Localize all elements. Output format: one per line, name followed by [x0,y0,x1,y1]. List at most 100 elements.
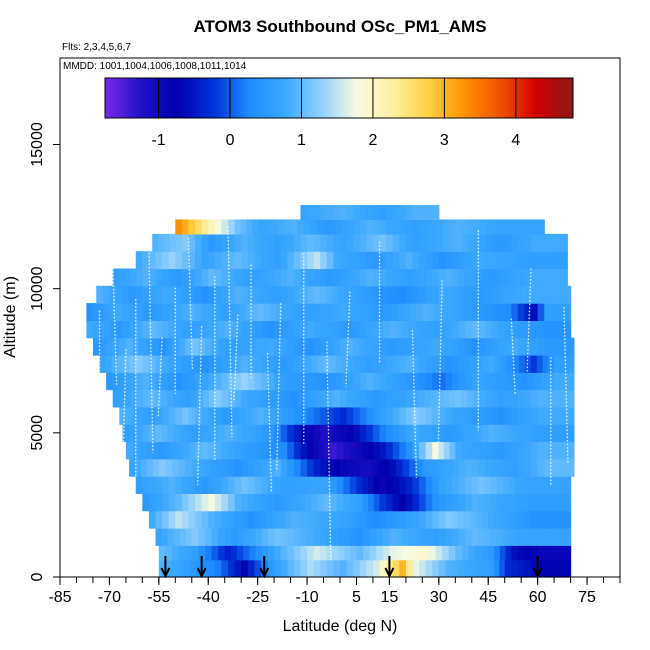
heatmap-cell [511,389,519,408]
heatmap-cell [280,441,288,460]
heatmap-cell [392,372,400,391]
heatmap-cell [251,406,259,425]
heatmap-cell [228,233,236,252]
profile-trace [437,280,443,455]
heatmap-cell [399,372,407,391]
heatmap-cell [329,372,337,391]
heatmap-cell [98,303,105,321]
heatmap-cell [299,476,306,494]
heatmap-cell [293,458,302,477]
heatmap-cell [292,372,300,391]
heatmap-cell [346,205,354,221]
heatmap-cell [500,354,508,373]
heatmap-cell [358,337,366,356]
heatmap-cell [372,372,381,391]
heatmap-cell [268,527,275,546]
heatmap-cell [461,545,470,561]
heatmap-cell [555,424,563,443]
heatmap-cell [335,372,343,391]
heatmap-cell [162,476,170,494]
heatmap-cell [293,251,302,270]
heatmap-cell [494,510,502,529]
heatmap-cell [204,527,213,546]
heatmap-cell [557,320,565,339]
heatmap-cell [440,303,448,321]
heatmap-cell [425,441,433,460]
heatmap-cell [317,476,325,494]
heatmap-cell [162,268,170,287]
heatmap-cell [445,527,453,546]
heatmap-cell [236,337,244,356]
heatmap-cell [452,476,460,494]
heatmap-cell [517,233,526,252]
heatmap-cell [354,354,361,373]
heatmap-cell [359,458,367,477]
heatmap-cell [340,233,348,252]
heatmap-cell [171,441,178,460]
heatmap-cell [148,354,157,373]
heatmap-cell [407,320,415,339]
heatmap-cell [511,559,519,578]
heatmap-cell [373,441,381,460]
heatmap-cell [255,545,263,561]
heatmap-cell [185,337,193,356]
heatmap-cell [366,233,374,252]
profile-arrow-head [196,567,207,579]
heatmap-cell [181,303,190,321]
y-tick-label: 5000 [29,415,46,451]
heatmap-cell [280,233,288,252]
heatmap-cell [307,527,315,546]
heatmap-cell [260,372,269,391]
heatmap-cell [465,476,473,494]
heatmap-cell [518,268,526,287]
heatmap-cell [392,493,400,512]
heatmap-cell [324,441,331,460]
heatmap-cell [221,285,229,304]
heatmap-cell [260,389,267,408]
heatmap-cell [416,303,423,321]
heatmap-cell [405,559,414,578]
heatmap-cell [524,406,532,425]
heatmap-cell [313,285,321,304]
heatmap-cell [158,458,167,477]
heatmap-cell [210,458,217,477]
heatmap-cell [175,320,183,339]
heatmap-cell [436,219,444,235]
heatmap-cell [419,559,427,578]
heatmap-cell [419,354,427,373]
heatmap-cell [129,303,137,321]
heatmap-cell [168,285,176,304]
heatmap-cell [162,372,170,391]
heatmap-cell [270,219,279,235]
heatmap-cell [407,337,415,356]
heatmap-cell [379,441,387,460]
heatmap-cell [389,458,397,477]
heatmap-cell [524,268,532,287]
heatmap-cell [313,268,321,287]
heatmap-cell [518,510,526,529]
heatmap-cell [142,251,150,270]
heatmap-cell [386,424,394,443]
heatmap-cell [293,545,302,561]
heatmap-cell [175,285,183,304]
heatmap-cell [524,219,532,235]
heatmap-cell [155,493,163,512]
heatmap-cell [434,303,442,321]
heatmap-cell [481,545,489,561]
heatmap-cell [379,268,387,287]
heatmap-cell [221,303,229,321]
heatmap-cell [129,285,137,304]
heatmap-cell [218,527,226,546]
heatmap-cell [208,372,216,391]
heatmap-cell [511,219,519,235]
heatmap-cell [531,406,539,425]
heatmap-cell [452,372,460,391]
heatmap-cell [208,493,216,512]
heatmap-cell [482,424,489,443]
heatmap-cell [432,527,440,546]
heatmap-cell [484,337,493,356]
heatmap-cell [467,441,475,460]
heatmap-cell [485,233,493,252]
heatmap-cell [438,424,447,443]
heatmap-cell [502,527,510,546]
